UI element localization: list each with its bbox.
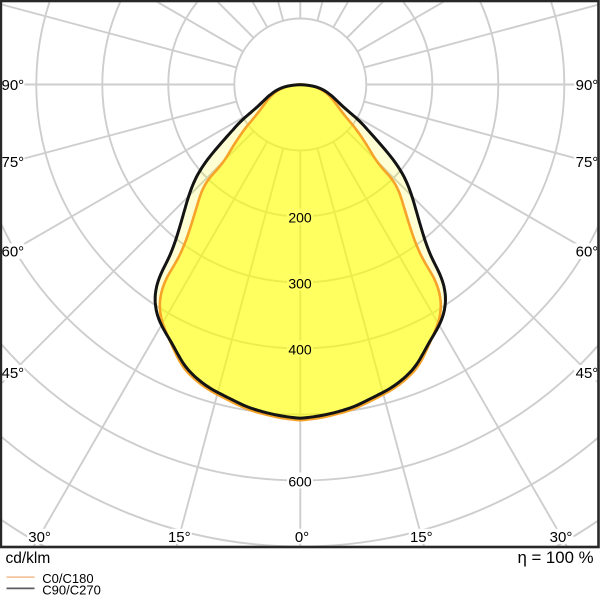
svg-text:600: 600 — [288, 474, 312, 490]
svg-text:300: 300 — [288, 276, 312, 292]
svg-text:200: 200 — [288, 210, 312, 226]
svg-text:75°: 75° — [576, 154, 599, 171]
svg-text:90°: 90° — [576, 77, 599, 94]
svg-text:60°: 60° — [2, 243, 25, 260]
svg-text:C0/C180: C0/C180 — [42, 571, 93, 586]
svg-text:15°: 15° — [168, 529, 191, 546]
svg-text:C90/C270: C90/C270 — [42, 582, 101, 597]
svg-text:30°: 30° — [28, 529, 51, 546]
svg-text:cd/klm: cd/klm — [6, 550, 51, 567]
svg-text:45°: 45° — [576, 365, 599, 382]
svg-text:30°: 30° — [550, 529, 573, 546]
svg-text:0°: 0° — [295, 529, 309, 546]
svg-text:90°: 90° — [2, 77, 25, 94]
svg-text:15°: 15° — [410, 529, 433, 546]
svg-text:60°: 60° — [576, 243, 599, 260]
svg-text:45°: 45° — [2, 365, 25, 382]
svg-text:η = 100 %: η = 100 % — [517, 548, 593, 567]
svg-text:75°: 75° — [2, 154, 25, 171]
svg-text:400: 400 — [288, 342, 312, 358]
